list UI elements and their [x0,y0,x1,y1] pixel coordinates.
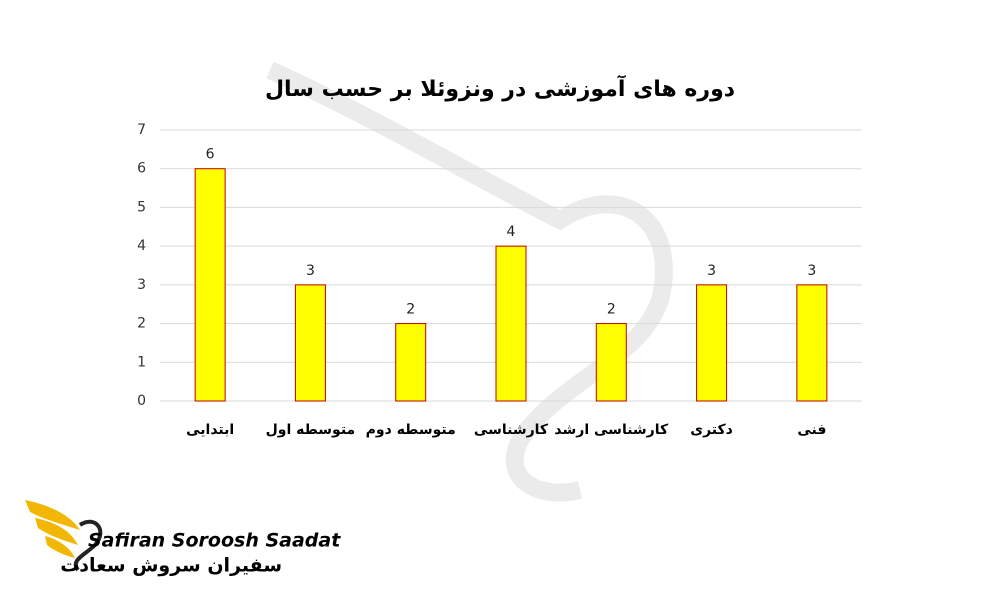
y-tick-label: 4 [137,238,146,254]
value-label: 3 [707,263,716,279]
x-tick-label: کارشناسی [474,422,549,438]
bar [796,284,828,402]
y-tick-label: 5 [137,199,146,215]
logo-wing [45,536,75,558]
bar [194,168,226,402]
x-tick-label: دکتری [690,422,733,438]
logo-bird [73,519,103,572]
y-tick-label: 3 [137,277,146,293]
x-tick-label: فنی [797,422,826,438]
y-tick-label: 2 [137,316,146,332]
value-label: 2 [406,302,415,318]
logo: Safiran Soroosh Saadat سفیران سروش سعادت [25,500,341,577]
y-tick-label: 6 [137,161,146,177]
chart-title: دوره های آموزشی در ونزوئلا بر حسب سال [265,74,735,102]
bar [395,323,427,402]
value-label: 3 [306,263,315,279]
logo-name-en: Safiran Soroosh Saadat [88,530,341,552]
x-tick-label: متوسطه دوم [366,422,456,438]
value-label: 2 [607,302,616,318]
y-tick-label: 1 [137,354,146,370]
logo-name-fa: سفیران سروش سعادت [60,555,282,577]
bar [495,245,527,402]
bar [595,323,627,402]
x-tick-label: کارشناسی ارشد [554,422,669,438]
y-tick-label: 0 [137,393,146,409]
x-tick-label: متوسطه اول [266,422,356,438]
y-tick-label: 7 [137,122,146,138]
value-label: 6 [206,147,215,163]
watermark [266,61,673,502]
value-label: 4 [507,224,516,240]
value-label: 3 [807,263,816,279]
bar [294,284,326,402]
x-tick-label: ابتدایی [186,422,234,438]
logo-wing [35,518,78,545]
bar [696,284,728,402]
logo-wing [25,500,80,530]
